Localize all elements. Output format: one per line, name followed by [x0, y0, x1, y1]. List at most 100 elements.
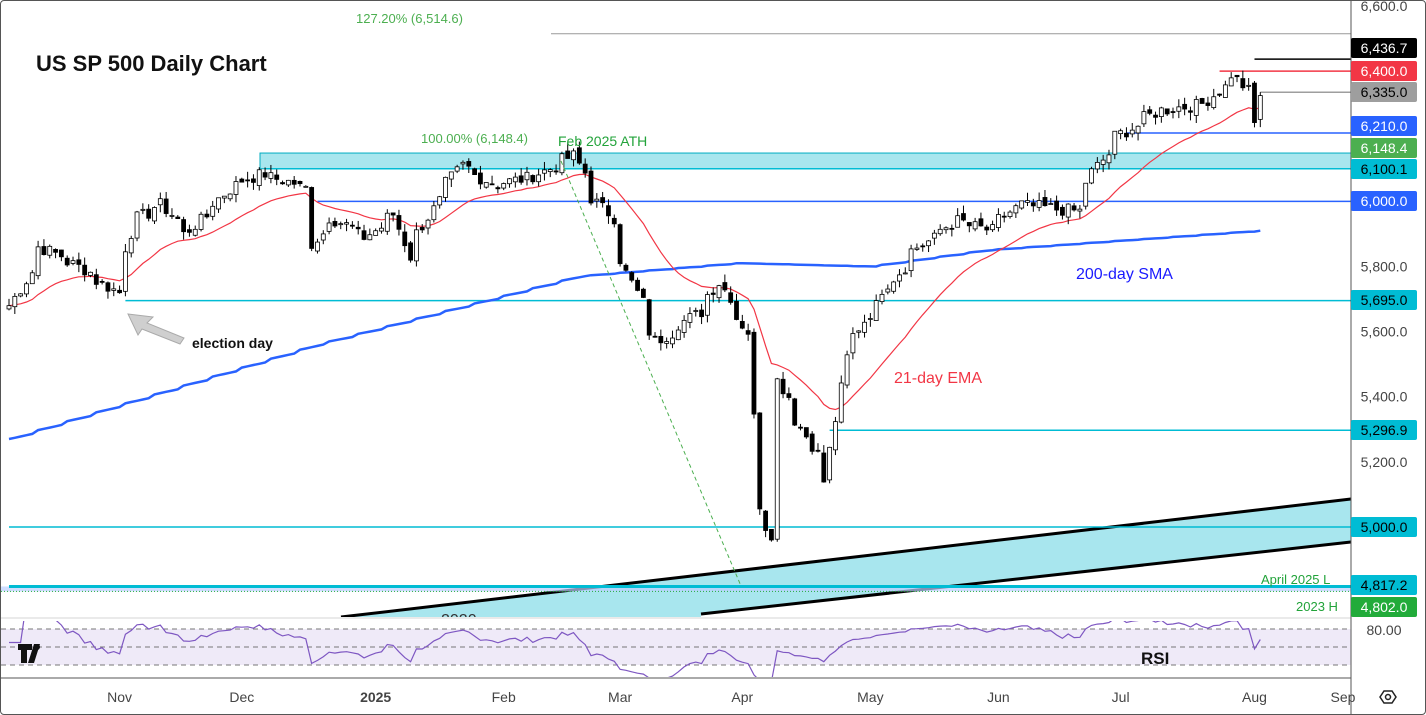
candle[interactable] [117, 289, 122, 294]
candle[interactable] [1199, 98, 1205, 104]
candle[interactable] [402, 231, 408, 247]
candle[interactable] [664, 341, 670, 344]
candle[interactable] [47, 245, 53, 256]
candle[interactable] [483, 182, 489, 188]
candle[interactable] [1094, 162, 1100, 170]
candle[interactable] [873, 300, 879, 321]
candle[interactable] [507, 178, 512, 185]
x-tick-label[interactable]: Apr [731, 689, 753, 705]
candle[interactable] [210, 205, 216, 217]
candle[interactable] [221, 195, 227, 199]
candle[interactable] [710, 292, 716, 295]
candle[interactable] [1025, 200, 1030, 203]
candle[interactable] [722, 282, 728, 291]
x-tick-label[interactable]: Feb [492, 689, 516, 705]
x-tick-label[interactable]: 2025 [360, 689, 391, 705]
candle[interactable] [1036, 200, 1042, 208]
candle[interactable] [1211, 96, 1217, 108]
candle[interactable] [128, 238, 134, 254]
candle[interactable] [530, 175, 536, 183]
candle[interactable] [640, 288, 646, 298]
x-tick-label[interactable]: Sep [1331, 689, 1356, 705]
candle[interactable] [361, 230, 367, 240]
candle[interactable] [961, 213, 966, 221]
candle[interactable] [495, 187, 501, 190]
x-tick-label[interactable]: Nov [107, 689, 132, 705]
candle[interactable] [966, 222, 972, 227]
candle[interactable] [58, 249, 64, 258]
candle[interactable] [1141, 111, 1147, 125]
candle[interactable] [35, 246, 41, 277]
candle[interactable] [192, 228, 198, 236]
candle[interactable] [617, 224, 623, 265]
candle[interactable] [833, 421, 838, 451]
candle[interactable] [227, 193, 233, 200]
candle[interactable] [163, 198, 169, 214]
candle[interactable] [478, 172, 483, 185]
candle[interactable] [1013, 205, 1019, 214]
candle[interactable] [425, 219, 431, 229]
candle[interactable] [897, 274, 902, 282]
candle[interactable] [943, 227, 949, 231]
candle[interactable] [18, 293, 24, 297]
candle[interactable] [687, 313, 693, 323]
candle[interactable] [262, 172, 268, 178]
candle[interactable] [827, 446, 833, 481]
candle[interactable] [821, 452, 827, 483]
candle[interactable] [937, 228, 943, 235]
candle[interactable] [803, 427, 809, 438]
candle[interactable] [867, 318, 873, 320]
candle[interactable] [12, 295, 18, 308]
candle[interactable] [419, 227, 425, 231]
candle[interactable] [856, 330, 862, 333]
candle[interactable] [99, 280, 105, 283]
candle[interactable] [594, 198, 600, 202]
candle[interactable] [187, 229, 192, 233]
ema-21-line[interactable] [8, 107, 1261, 411]
candle[interactable] [413, 229, 419, 262]
rsi-line[interactable] [9, 602, 1261, 682]
y-tick-label[interactable]: 5,200.0 [1361, 454, 1408, 470]
candle[interactable] [198, 213, 204, 230]
candle[interactable] [972, 221, 978, 230]
candle[interactable] [885, 288, 891, 293]
candle[interactable] [175, 216, 181, 220]
candle[interactable] [547, 169, 553, 173]
candle[interactable] [984, 226, 990, 231]
candle[interactable] [1188, 110, 1193, 113]
candle[interactable] [815, 449, 821, 452]
y-tick-label[interactable]: 5,800.0 [1361, 258, 1408, 274]
candle[interactable] [1118, 130, 1124, 135]
candle[interactable] [88, 271, 93, 276]
candle[interactable] [64, 257, 70, 266]
candle[interactable] [955, 215, 961, 228]
candle[interactable] [565, 150, 571, 159]
candle[interactable] [576, 147, 582, 164]
x-tick-label[interactable]: May [857, 689, 883, 705]
candle[interactable] [204, 213, 210, 218]
candle[interactable] [705, 294, 710, 316]
candle[interactable] [431, 205, 437, 221]
candle[interactable] [1234, 74, 1240, 78]
candle[interactable] [734, 300, 739, 320]
fib-trend-line[interactable] [560, 160, 742, 587]
candle[interactable] [367, 234, 373, 241]
candle[interactable] [990, 224, 995, 231]
candle[interactable] [635, 279, 640, 291]
candle[interactable] [303, 185, 309, 188]
candle[interactable] [140, 208, 146, 211]
candle[interactable] [1089, 168, 1094, 184]
candle[interactable] [1205, 102, 1211, 106]
candle[interactable] [355, 226, 361, 230]
candle[interactable] [326, 222, 332, 232]
candle[interactable] [757, 412, 763, 510]
candle[interactable] [745, 330, 751, 335]
candle[interactable] [1007, 211, 1013, 217]
candle[interactable] [245, 179, 251, 182]
candle[interactable] [1246, 84, 1252, 87]
candle[interactable] [996, 214, 1001, 228]
candle[interactable] [111, 288, 117, 291]
candle[interactable] [1176, 106, 1182, 112]
channel-line[interactable] [700, 540, 1351, 616]
candle[interactable] [739, 320, 745, 329]
